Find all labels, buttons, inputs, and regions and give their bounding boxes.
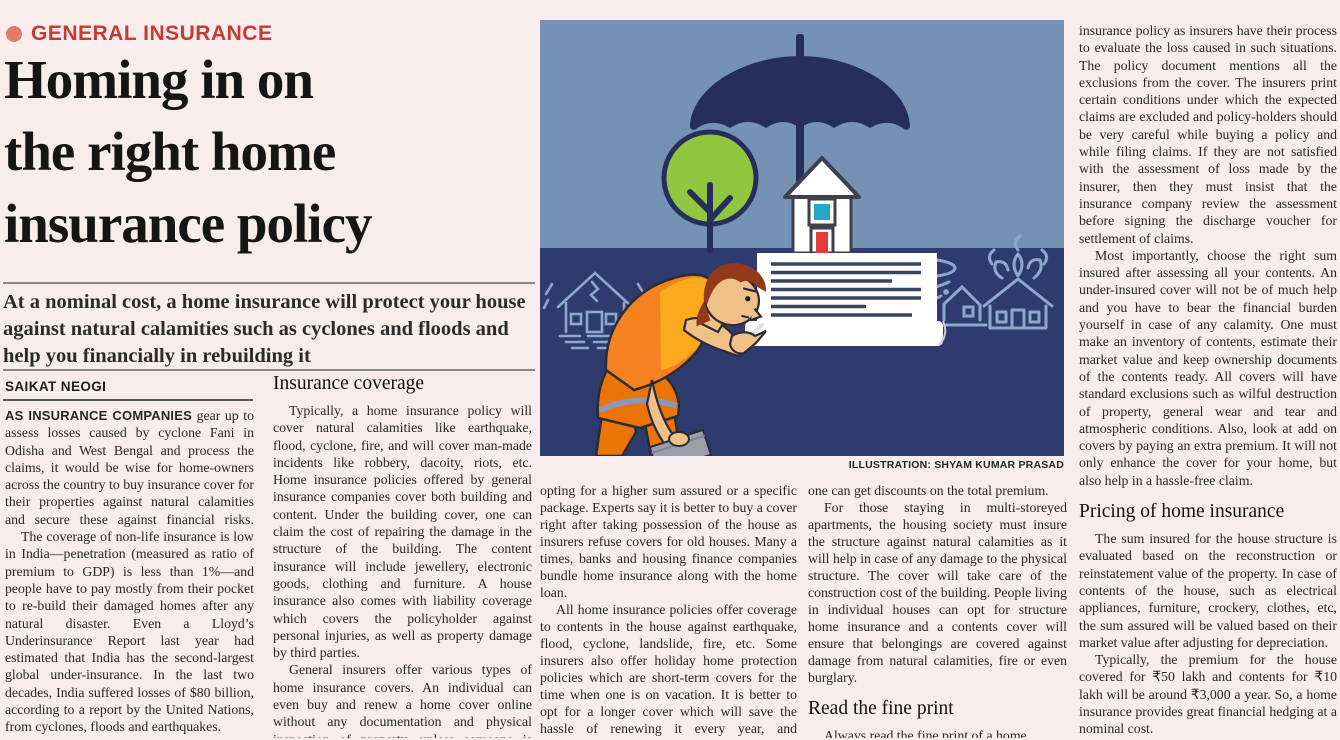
paragraph: AS INSURANCE COMPANIES gear up to assess… <box>5 408 254 527</box>
paragraph: opting for a higher sum assured or a spe… <box>540 483 797 600</box>
headline-line: insurance policy <box>4 193 373 254</box>
section-subhead: Read the fine print <box>808 698 954 719</box>
flood-house-icon <box>542 271 646 350</box>
paragraph: Always read the fine print of a home <box>824 728 1027 738</box>
paragraph: Typically, the premium for the house cov… <box>1079 652 1337 737</box>
standfirst: At a nominal cost, a home insurance will… <box>3 291 526 367</box>
paragraph: insurance policy as insurers have their … <box>1079 23 1337 246</box>
paragraph: All home insurance policies offer covera… <box>540 602 797 736</box>
paragraph: The coverage of non-life insurance is lo… <box>5 529 254 735</box>
policy-document <box>745 253 947 346</box>
man-head <box>696 263 766 327</box>
paragraph: For those staying in multi-storeyed apar… <box>808 500 1067 685</box>
kicker-label: GENERAL INSURANCE <box>31 22 273 45</box>
paragraph: Most importantly, choose the right sum i… <box>1079 247 1337 488</box>
paragraph: General insurers offer various types of … <box>273 662 532 738</box>
section-subhead: Insurance coverage <box>273 373 425 394</box>
paragraph: The sum insured for the house structure … <box>1079 531 1337 650</box>
body-column-2: Insurance coverage Typically, a home ins… <box>273 372 532 738</box>
headline: Homing in on the right home insurance po… <box>4 44 534 260</box>
door-icon <box>816 232 828 253</box>
fire-house-icon <box>982 234 1054 330</box>
byline: SAIKAT NEOGI <box>5 379 107 394</box>
byline-rule <box>3 399 253 401</box>
rule-below-standfirst <box>3 369 535 371</box>
paragraph: Typically, a home insurance policy will … <box>273 403 532 661</box>
section-subhead: Pricing of home insurance <box>1079 501 1285 523</box>
headline-line: the right home <box>4 121 336 182</box>
paragraph: one can get discounts on the total premi… <box>808 483 1049 498</box>
body-column-1: AS INSURANCE COMPANIES gear up to assess… <box>5 407 254 737</box>
kicker-dot-icon <box>6 26 22 42</box>
home-insurance-illustration <box>540 20 1064 456</box>
illustration-credit: ILLUSTRATION: SHYAM KUMAR PRASAD <box>848 459 1064 471</box>
body-column-5: insurance policy as insurers have their … <box>1079 22 1337 738</box>
house-icon <box>783 156 861 255</box>
rule-above-standfirst <box>3 282 535 284</box>
man-figure <box>594 263 767 456</box>
section-kicker: GENERAL INSURANCE <box>6 22 272 46</box>
body-column-4: one can get discounts on the total premi… <box>808 482 1067 738</box>
body-column-3: opting for a higher sum assured or a spe… <box>540 482 797 738</box>
tree-icon <box>661 129 759 253</box>
lead-in: AS INSURANCE COMPANIES <box>5 408 192 423</box>
headline-line: Homing in on <box>4 49 314 110</box>
window-pane <box>814 204 830 220</box>
